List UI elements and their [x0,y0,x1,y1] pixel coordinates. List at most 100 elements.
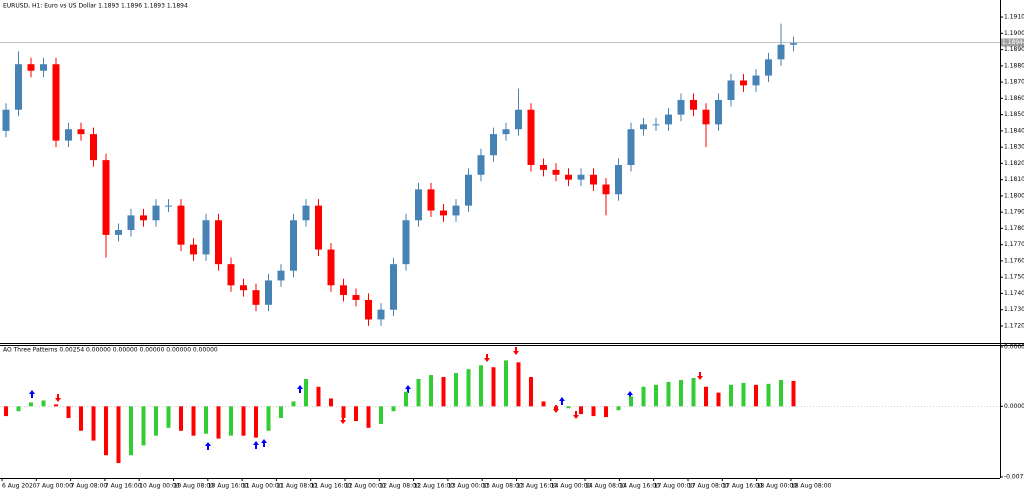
candle-body [2,109,10,131]
x-tick-label: 7 Aug 08:00 [71,483,108,490]
histogram-bar [254,406,258,438]
candle-body [465,174,472,206]
histogram-bar [16,406,21,412]
candle-body [302,205,310,221]
histogram-bar [391,406,396,412]
histogram-bar [266,406,271,431]
candle-body [615,164,622,195]
sell-arrow [55,394,61,402]
histogram-bar [379,406,383,424]
y-tick-label: 1.1790 [1004,209,1024,216]
histogram-bar [241,406,246,436]
candle-body [90,134,97,161]
y-tick-label: 1.1890 [1004,46,1024,53]
current-price-label: 1.18944 [1002,39,1024,46]
candle-body [277,270,285,281]
candle-body [490,134,497,156]
x-tick-label: 13 Aug 16:00 [517,483,558,490]
histogram-bar [404,391,408,407]
x-tick-label: 10 Aug 00:00 [139,483,180,490]
candle-body [215,220,222,265]
candle-body [102,160,110,235]
candle-body [602,184,610,195]
histogram-bar [129,406,133,456]
x-tick-label: 11 Aug 00:00 [242,483,283,490]
histogram-bar [316,386,321,407]
histogram-bar [229,406,233,436]
indicator-title: AO Three Patterns 0.00254 0.00000 0.0000… [3,347,218,354]
candle-body [677,99,685,115]
histogram-bar [679,379,683,407]
candle-body [452,205,460,216]
candle-body [502,129,510,135]
sell-arrow [484,354,490,362]
y-tick-label: 1.1750 [1004,274,1024,281]
histogram-bar [779,379,783,407]
y-tick-label: 1.1770 [1004,241,1024,248]
candle-body [377,309,385,320]
candle-body [140,215,147,221]
candle-body [227,264,235,286]
histogram-bar [691,377,696,407]
histogram-bar [66,406,71,419]
candle-body [352,295,360,300]
histogram-bar [441,376,446,407]
candle-body [727,80,735,100]
histogram-bar [504,360,508,407]
y-tick-label: 1.1720 [1004,322,1024,329]
histogram-bar [766,383,771,407]
candle-body [77,129,85,135]
candle-body [15,64,22,110]
histogram-bar [641,386,646,407]
sell-arrow [697,372,703,380]
histogram-bar [566,406,571,409]
chart-title: EURUSD, H1: Euro vs US Dollar 1.1893 1.1… [3,3,188,10]
candle-body [265,280,272,305]
x-tick-label: 6 Aug 2020 [2,483,37,490]
y-tick-label: 1.1830 [1004,144,1024,151]
candle-body [340,285,347,296]
histogram-bar [491,367,496,407]
candle-body [202,220,210,255]
histogram-bar [141,406,146,446]
sell-arrow [513,347,519,355]
y-tick-label: 1.1910 [1004,14,1024,21]
candle-body [390,264,397,310]
histogram-bar [204,406,208,434]
x-tick-label: 14 Aug 08:00 [585,483,626,490]
y-tick-label: 0.00000 [1004,403,1024,410]
y-tick-label: 1.1840 [1004,127,1024,134]
y-tick-label: 1.1820 [1004,160,1024,167]
histogram-bar [79,406,83,431]
candle-body [627,129,635,165]
candle-body [665,114,672,125]
candle-body [715,99,722,125]
y-tick-label: 1.1900 [1004,30,1024,37]
histogram-bar [429,375,433,407]
histogram-bar [541,401,546,407]
candle-body [565,174,572,180]
histogram-bar [479,365,483,407]
histogram-bar [191,406,196,436]
candle-body [765,59,772,76]
histogram-bar [366,406,371,428]
y-tick-label: 1.1810 [1004,176,1024,183]
candle-body [690,99,697,110]
histogram-bar [516,362,521,407]
candle-body [27,64,35,71]
histogram-bar [704,386,708,407]
histogram-bar [116,406,121,464]
candle-body [52,64,60,141]
buy-arrow [261,439,267,447]
x-tick-label: 7 Aug 00:00 [36,483,73,490]
histogram-bar [41,400,46,407]
buy-arrow [627,391,633,399]
buy-arrow [29,390,35,398]
histogram-bar [416,378,421,407]
histogram-bar [741,382,746,407]
candle-body [327,249,335,286]
histogram-bar [754,384,758,407]
y-tick-label: 1.1880 [1004,62,1024,69]
